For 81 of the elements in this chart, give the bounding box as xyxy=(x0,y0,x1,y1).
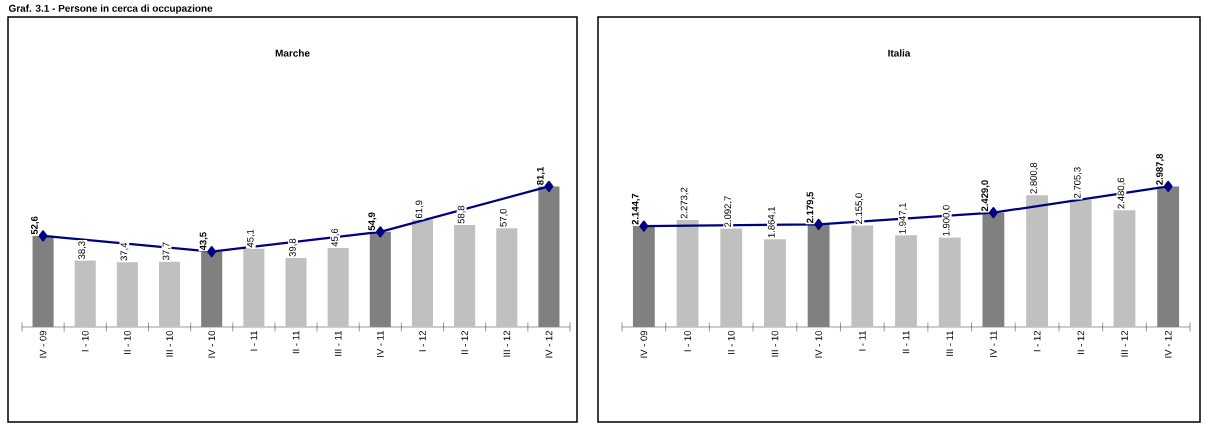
data-label: 2.987,8 xyxy=(1156,153,1165,185)
x-tick-label: II - 10 xyxy=(124,330,131,354)
bar xyxy=(764,239,786,327)
x-tick-label: III - 10 xyxy=(771,330,779,357)
data-label: 45,6 xyxy=(331,228,340,247)
text: Graf. 3.1 - Persone in cerca di occupazione xyxy=(8,4,213,14)
bar xyxy=(632,226,655,327)
x-tick-label: II - 12 xyxy=(461,330,468,354)
x-tick-label: IV - 12 xyxy=(545,330,553,358)
data-label: 58,8 xyxy=(457,205,466,224)
data-label: 45,1 xyxy=(246,229,255,248)
x-tick-label: IV - 11 xyxy=(990,330,997,357)
bar xyxy=(938,237,961,327)
bar xyxy=(74,260,96,327)
data-label: 57,0 xyxy=(499,208,508,227)
x-tick-label: IV - 09 xyxy=(39,330,47,358)
bar xyxy=(720,228,743,327)
data-label: 1.900,0 xyxy=(942,205,951,236)
data-label: 2.429,0 xyxy=(981,180,990,212)
bar xyxy=(895,235,917,327)
bar xyxy=(243,248,265,327)
bar xyxy=(116,262,138,327)
data-label: 2.800,8 xyxy=(1030,162,1039,194)
data-label: 2.179,5 xyxy=(806,191,815,223)
x-tick-label: III - 10 xyxy=(166,330,173,357)
x-tick-label: I - 12 xyxy=(419,330,426,352)
x-tick-label: II - 12 xyxy=(1077,330,1085,354)
x-tick-label: II - 10 xyxy=(727,330,735,354)
bar xyxy=(32,235,54,327)
chart-title: Italia xyxy=(888,49,911,57)
x-tick-label: II - 11 xyxy=(292,330,300,354)
data-label: 43,5 xyxy=(199,232,208,251)
bar xyxy=(807,224,830,327)
x-tick-label: III - 12 xyxy=(1121,330,1128,357)
x-tick-label: I - 11 xyxy=(250,330,258,351)
data-label: 2.155,0 xyxy=(855,193,864,224)
x-tick-label: III - 11 xyxy=(946,330,953,356)
bar xyxy=(159,261,181,327)
bar xyxy=(411,219,434,327)
data-label: 37,4 xyxy=(120,242,129,261)
x-tick-label: IV - 12 xyxy=(1164,330,1172,358)
data-label: 61,9 xyxy=(415,200,424,218)
data-label: 2.273,2 xyxy=(680,187,689,219)
x-tick-label: I - 12 xyxy=(1033,330,1041,352)
data-label: 37,7 xyxy=(162,242,171,261)
data-label: 1.864,1 xyxy=(768,206,776,238)
bar xyxy=(676,220,699,327)
bar xyxy=(454,225,476,327)
x-tick-label: III - 11 xyxy=(334,330,342,356)
data-label: 2.092,7 xyxy=(724,196,733,227)
x-tick-label: I - 10 xyxy=(81,330,89,352)
x-tick-label: IV - 09 xyxy=(640,330,648,358)
bar xyxy=(1157,186,1180,327)
x-tick-label: IV - 11 xyxy=(377,330,384,357)
x-tick-label: IV - 10 xyxy=(208,330,216,358)
bar xyxy=(201,251,223,327)
bar xyxy=(1026,195,1049,327)
chart-title: Marche xyxy=(275,49,310,57)
data-label: 2.705,3 xyxy=(1073,167,1082,199)
x-tick-label: III - 12 xyxy=(503,330,511,357)
x-tick-label: I - 11 xyxy=(859,330,866,351)
data-label: 52,6 xyxy=(31,216,40,235)
x-tick-label: IV - 10 xyxy=(815,330,822,358)
bar xyxy=(851,225,874,327)
data-label: 54,9 xyxy=(368,212,377,231)
bar xyxy=(285,258,307,327)
bar xyxy=(982,212,1005,327)
x-tick-label: II - 11 xyxy=(902,330,910,354)
data-label: 38,3 xyxy=(78,241,87,260)
bar xyxy=(1069,199,1092,327)
data-label: 39,8 xyxy=(289,238,297,257)
bar xyxy=(1113,210,1136,327)
data-label: 81,1 xyxy=(536,167,545,185)
bar xyxy=(538,186,560,327)
data-label: 1.947,1 xyxy=(899,203,907,234)
bar xyxy=(369,231,391,327)
data-label: 2.144,7 xyxy=(631,193,640,225)
data-label: 2.480,6 xyxy=(1117,177,1126,209)
bar xyxy=(327,247,349,327)
bar xyxy=(496,228,518,327)
x-tick-label: I - 10 xyxy=(684,330,691,352)
